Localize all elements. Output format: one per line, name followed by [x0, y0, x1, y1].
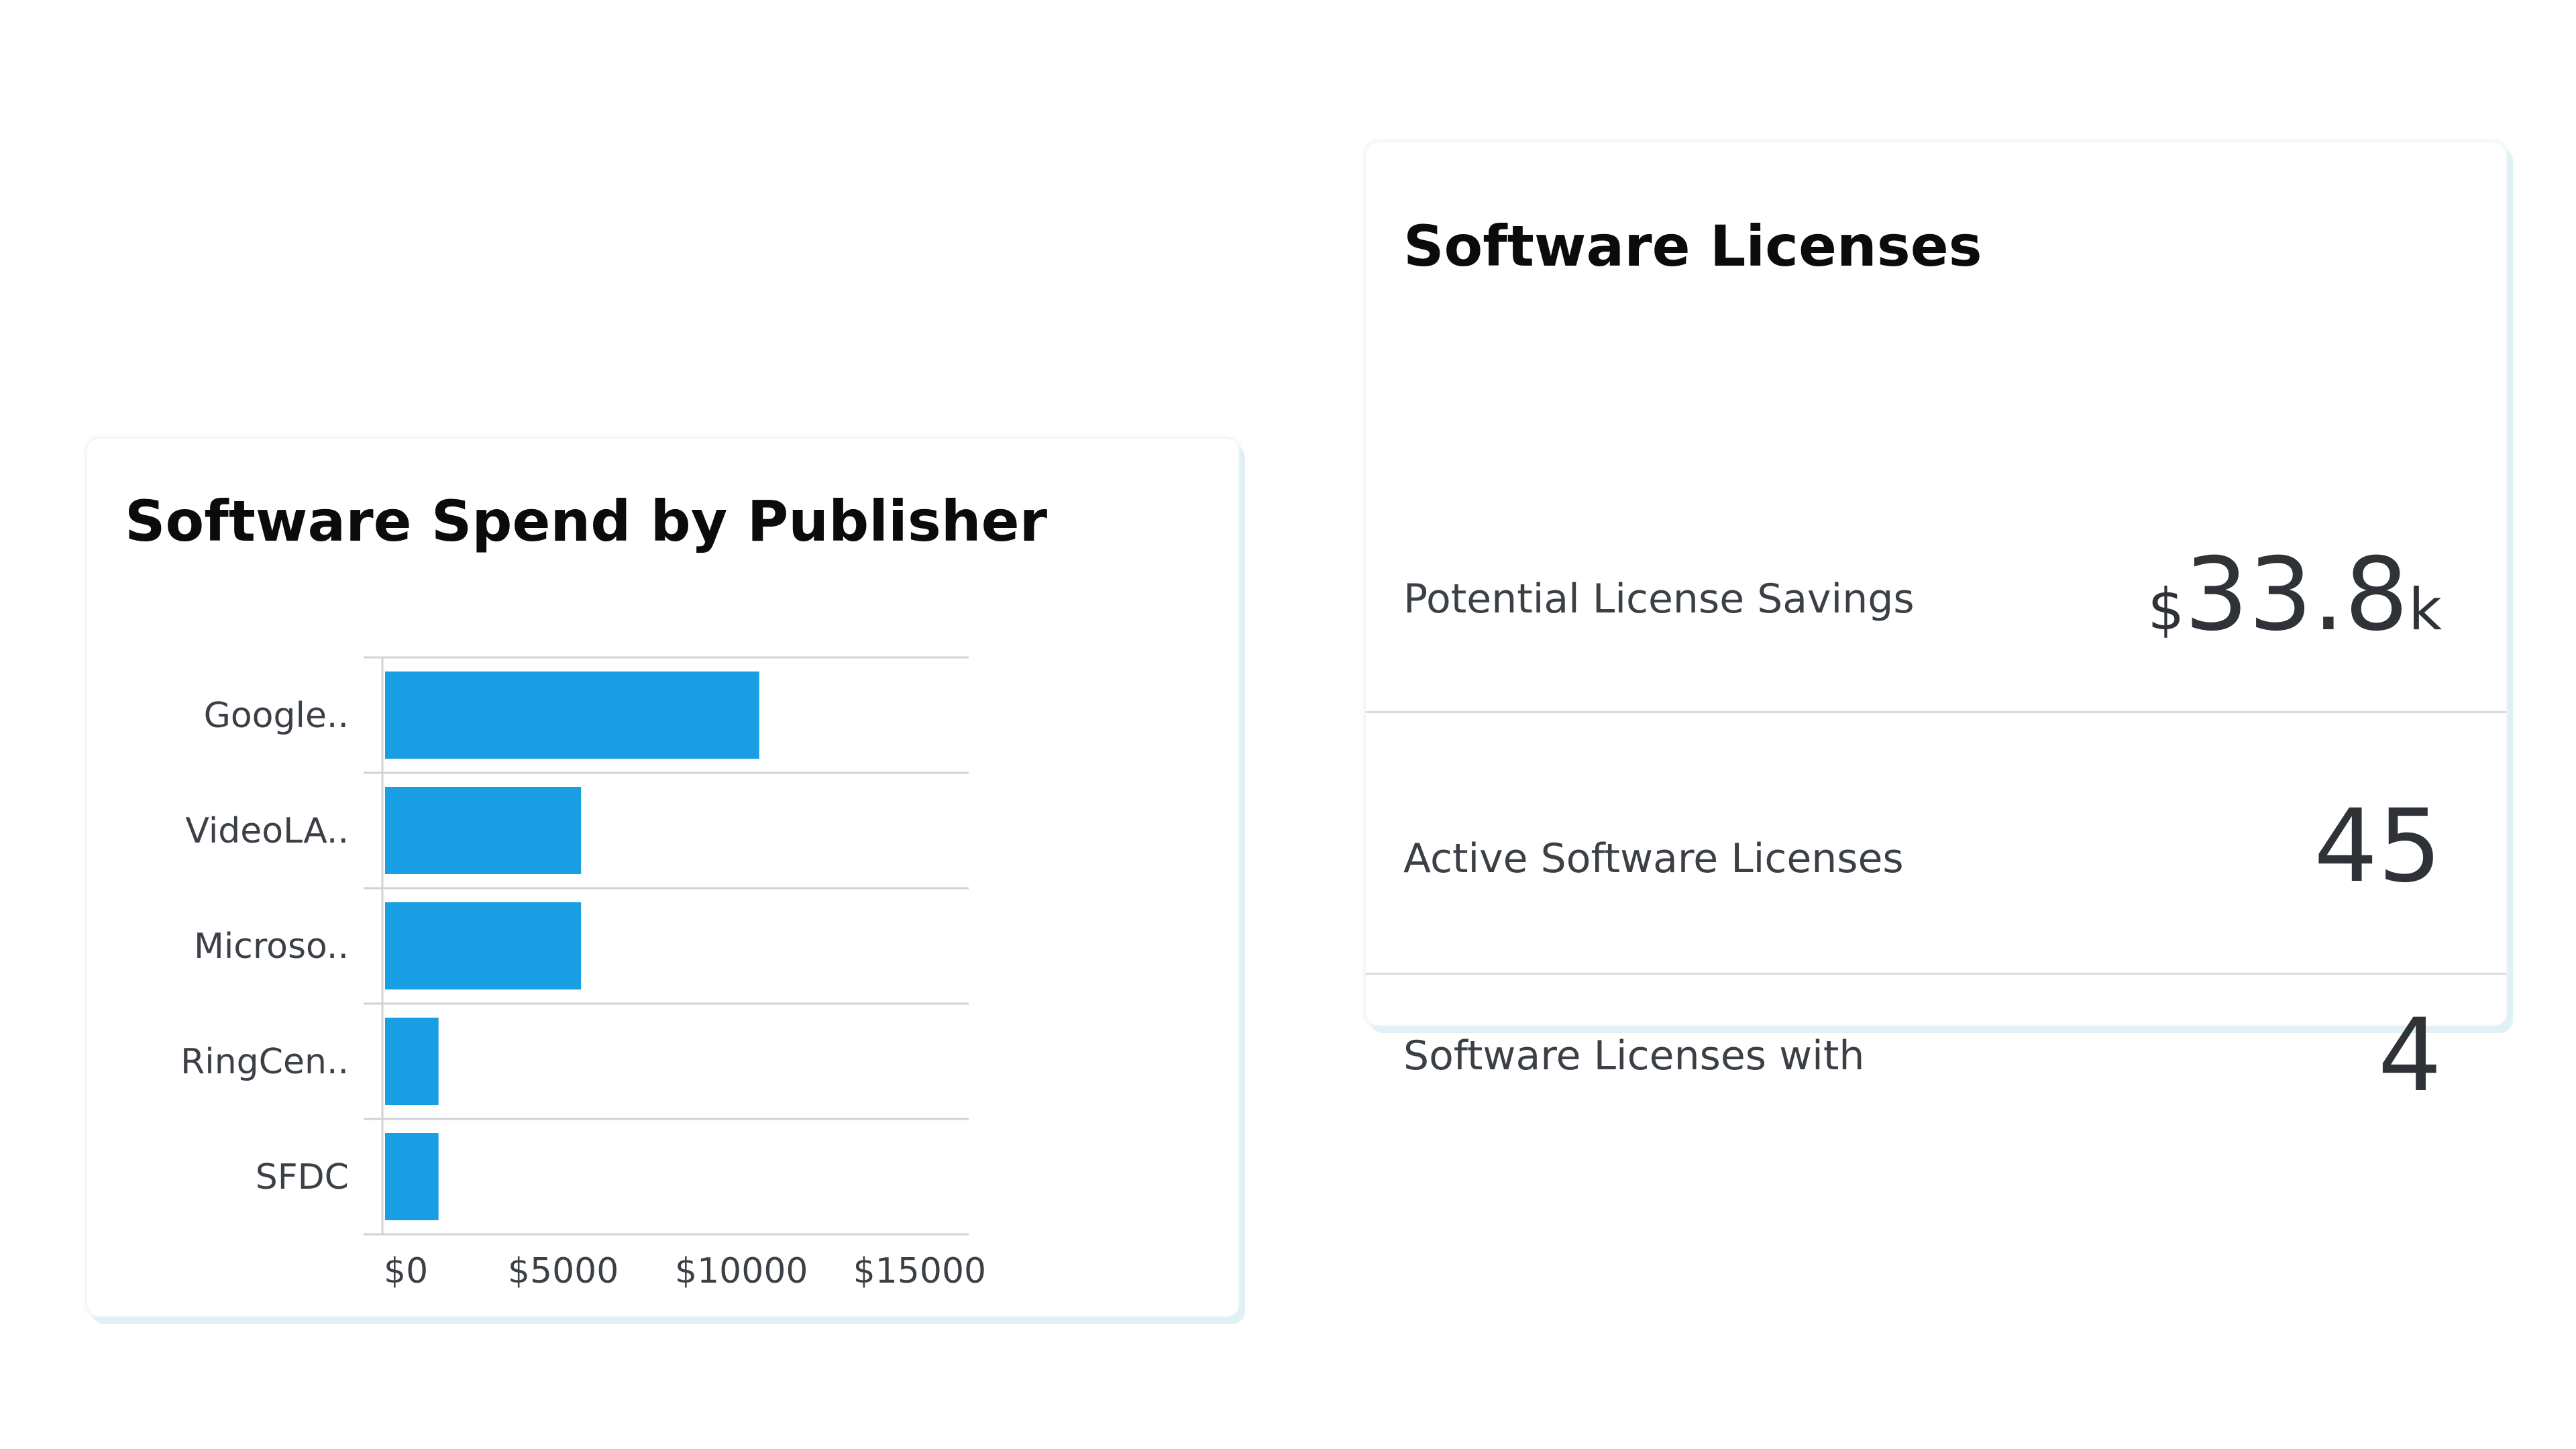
category-label: Google..: [204, 696, 349, 736]
bar-microso[interactable]: [385, 902, 582, 989]
bar-google[interactable]: [385, 672, 759, 759]
stat-label: Software Licenses with: [1403, 1032, 1865, 1079]
spend-bar-chart: Google.. VideoLA.. Microso.. RingCen.. SFDC $…: [180, 656, 987, 1291]
category-label: Microso..: [194, 926, 349, 967]
stat-value-with: 4: [2378, 1006, 2442, 1106]
category-label: RingCen..: [180, 1042, 349, 1082]
x-tick-label: $10000: [675, 1251, 808, 1291]
stat-row-potential-savings[interactable]: Potential License Savings $33.8k: [1366, 343, 2506, 712]
spend-by-publisher-card: Google.. VideoLA.. Microso.. RingCen.. SFDC $…: [86, 437, 1240, 1318]
currency-prefix: $: [2147, 576, 2185, 643]
stat-label: Potential License Savings: [1403, 576, 1915, 623]
with-number: 4: [2377, 998, 2442, 1114]
stat-row-licenses-with[interactable]: Software Licenses with 4: [1366, 973, 2506, 1106]
active-number: 45: [2314, 788, 2442, 905]
bar-ringcen[interactable]: [385, 1018, 439, 1105]
x-tick-label: $5000: [508, 1251, 619, 1291]
licenses-card-title: Software Licenses: [1403, 213, 1982, 279]
software-licenses-card: Software Licenses Potential License Savi…: [1364, 141, 2508, 1106]
category-label: SFDC: [256, 1157, 349, 1197]
unit-suffix: k: [2408, 576, 2442, 643]
stat-value-savings: $33.8k: [2147, 545, 2442, 645]
x-tick-label: $0: [384, 1251, 428, 1291]
x-tick-label: $15000: [853, 1251, 987, 1291]
stat-value-active: 45: [2314, 796, 2442, 897]
bar-sfdc[interactable]: [385, 1133, 439, 1220]
stat-row-active-licenses[interactable]: Active Software Licenses 45: [1366, 711, 2506, 974]
bar-videola[interactable]: [385, 787, 582, 874]
spend-card-title: Software Spend by Publisher: [125, 488, 1048, 554]
category-label: VideoLA..: [185, 811, 349, 851]
savings-number: 33.8: [2184, 537, 2409, 653]
stat-label: Active Software Licenses: [1403, 835, 1904, 882]
